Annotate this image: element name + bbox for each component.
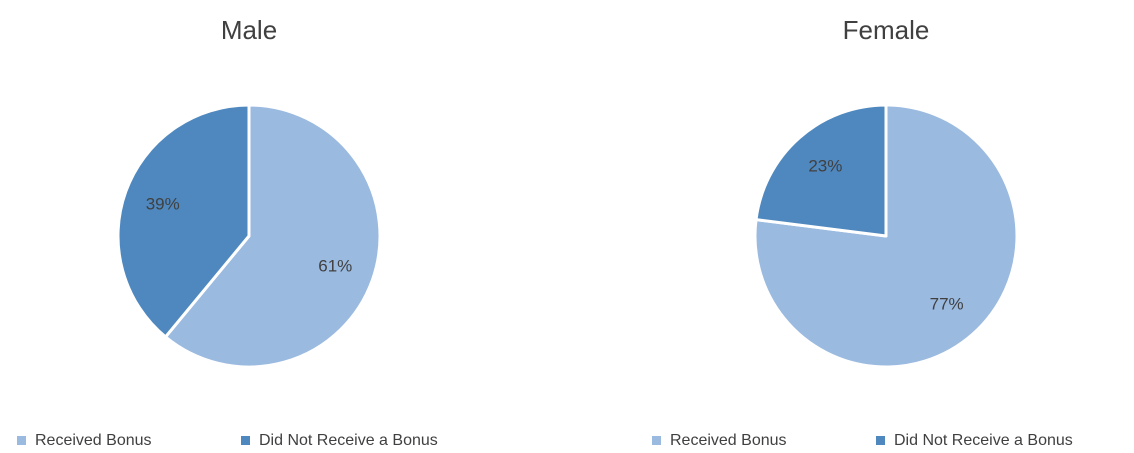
data-label: 39%: [146, 194, 180, 213]
legend-swatch: [876, 436, 885, 445]
data-label: 23%: [808, 157, 842, 176]
pie-slice: [116, 103, 251, 339]
legend-label: Did Not Receive a Bonus: [259, 432, 438, 449]
data-label: 77%: [930, 294, 964, 313]
legend-label: Did Not Receive a Bonus: [894, 432, 1073, 449]
legend-label: Received Bonus: [35, 432, 152, 449]
data-label: 61%: [318, 257, 352, 276]
pie-slice: [754, 103, 888, 238]
chart-title: Male: [221, 15, 277, 45]
legend-swatch: [241, 436, 250, 445]
chart-title: Female: [843, 15, 930, 45]
legend-swatch: [17, 436, 26, 445]
pie-slice: [163, 103, 382, 369]
legend-swatch: [652, 436, 661, 445]
legend-label: Received Bonus: [670, 432, 787, 449]
